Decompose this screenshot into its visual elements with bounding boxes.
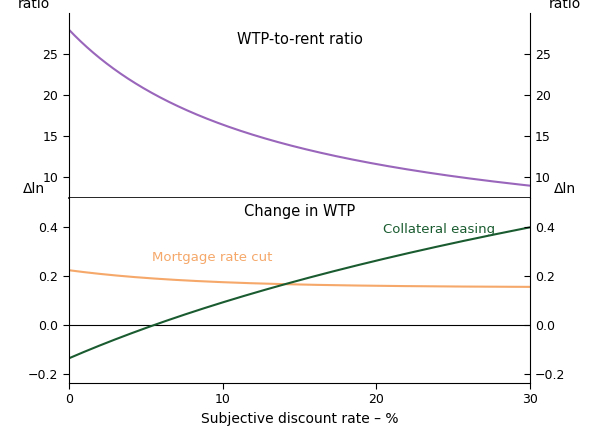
Text: WTP-to-rent ratio: WTP-to-rent ratio (237, 32, 362, 47)
Text: Mortgage rate cut: Mortgage rate cut (152, 251, 273, 264)
Y-axis label: ratio: ratio (549, 0, 581, 11)
X-axis label: Subjective discount rate – %: Subjective discount rate – % (201, 412, 398, 426)
Text: Collateral easing: Collateral easing (383, 223, 495, 236)
Y-axis label: ratio: ratio (18, 0, 50, 11)
Y-axis label: Δln: Δln (553, 182, 576, 196)
Text: Change in WTP: Change in WTP (244, 204, 355, 219)
Y-axis label: Δln: Δln (23, 182, 46, 196)
